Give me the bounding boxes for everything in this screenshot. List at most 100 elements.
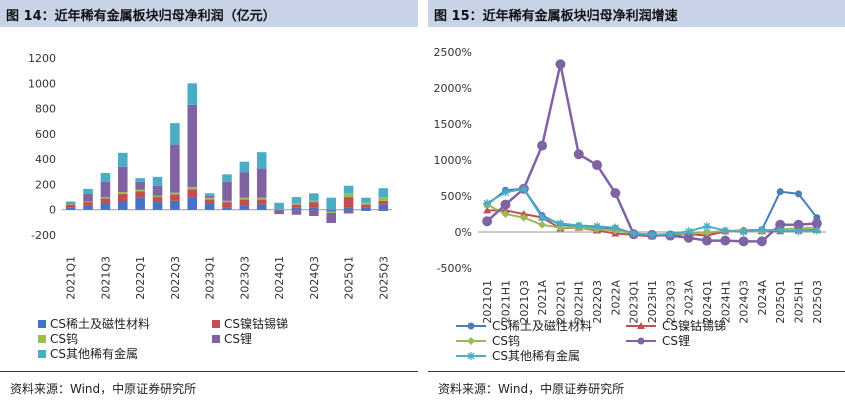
right-series-point — [811, 218, 822, 229]
right-series-point — [573, 149, 584, 160]
right-series-point — [684, 227, 693, 236]
left-bar-segment — [170, 200, 180, 210]
left-bar-segment — [65, 203, 76, 205]
right-series-point — [574, 221, 583, 230]
right-x-tick-label: 2024H1 — [719, 280, 732, 323]
left-bar-segment — [256, 199, 267, 205]
right-series-point — [794, 227, 803, 236]
left-bar-segment — [378, 200, 389, 205]
right-legend-marker — [467, 337, 475, 345]
left-bar-segment — [170, 194, 180, 201]
left-legend-swatch — [38, 335, 46, 343]
left-bar-segment — [326, 211, 336, 213]
left-bar-segment — [291, 204, 302, 208]
left-bar-segment — [378, 197, 389, 201]
right-legend-marker — [637, 337, 645, 345]
right-series-point — [793, 219, 804, 230]
right-series-point — [702, 222, 711, 231]
left-bar-segment — [239, 197, 250, 200]
left-bar-segment — [326, 209, 336, 211]
left-bar-segment — [309, 193, 319, 201]
left-bar-segment — [187, 186, 198, 190]
left-bar-segment — [239, 205, 250, 210]
right-series-point — [592, 160, 603, 171]
right-series-point — [756, 236, 767, 247]
left-bar-segment — [100, 204, 111, 210]
left-bar-segment — [291, 197, 302, 204]
right-title-bar: 图 15：近年稀有金属板块归母净利润增速 — [428, 0, 845, 27]
left-bar-segment — [309, 200, 319, 203]
left-bar-segment — [152, 202, 163, 210]
left-bar-segment — [361, 207, 371, 210]
right-x-tick-label: 2025Q3 — [811, 280, 824, 324]
right-series-point — [593, 222, 602, 231]
left-bar-segment — [291, 209, 302, 215]
right-x-tick-label: 2022Q1 — [554, 280, 567, 324]
left-bar-segment — [343, 185, 354, 194]
left-bar-segment — [204, 195, 215, 198]
left-bar-segment — [256, 152, 267, 169]
right-series-point — [610, 188, 621, 199]
right-x-tick-label: 2024Q1 — [701, 280, 714, 324]
left-chart-title: 图 14：近年稀有金属板块归母净利润（亿元） — [6, 9, 276, 24]
left-bar-segment — [187, 189, 198, 198]
right-legend-marker — [637, 322, 645, 329]
left-bar-segment — [100, 198, 111, 205]
right-y-tick-label: 1500% — [434, 118, 472, 131]
left-bar-segment — [239, 161, 250, 173]
left-x-tick-label: 2023Q3 — [238, 256, 251, 300]
left-bar-segment — [222, 200, 232, 203]
right-source-divider — [428, 371, 845, 372]
right-series-point — [483, 199, 492, 208]
left-bar-segment — [187, 197, 198, 210]
left-y-tick-label: 0 — [49, 204, 56, 217]
left-source-divider — [0, 371, 418, 372]
left-bar-segment — [274, 210, 284, 215]
left-bar-segment — [326, 197, 336, 210]
left-legend-label: CS镍钴锡锑 — [224, 316, 288, 331]
right-series-point — [538, 220, 547, 229]
left-bar-segment — [343, 207, 354, 210]
left-bar-segment — [152, 197, 163, 203]
left-bar-segment — [170, 192, 180, 195]
left-bar-segment — [256, 197, 267, 200]
right-series-point — [556, 219, 565, 228]
left-bar-segment — [83, 202, 93, 206]
left-bar-segment — [187, 104, 198, 187]
left-bar-segment — [274, 202, 284, 210]
right-series-point — [500, 199, 511, 210]
right-series-point — [501, 188, 510, 197]
left-legend-swatch — [38, 320, 46, 328]
right-series-point — [538, 213, 547, 222]
right-series-point — [683, 232, 694, 243]
right-x-tick-label: 2023A — [683, 280, 696, 316]
right-series-point — [537, 140, 548, 151]
right-y-tick-label: 2000% — [434, 82, 472, 95]
left-y-tick-label: 600 — [35, 128, 56, 141]
left-bar-segment — [204, 199, 215, 204]
right-y-tick-label: -500% — [437, 262, 472, 275]
right-series-point — [702, 228, 711, 237]
right-y-tick-label: 500% — [441, 190, 472, 203]
left-bar-segment — [152, 195, 163, 198]
left-bar-segment — [361, 209, 371, 211]
left-bar-segment — [152, 185, 163, 196]
right-legend-label: CS其他稀有金属 — [492, 348, 580, 363]
left-bar-segment — [378, 204, 389, 210]
left-panel: 图 14：近年稀有金属板块归母净利润（亿元） -200 0 200 400 600 800… — [0, 0, 418, 406]
right-legend-label: CS锂 — [662, 333, 690, 348]
left-bar-segment — [118, 152, 128, 167]
right-x-tick-label: 2021H1 — [499, 280, 512, 323]
left-bar-segment — [326, 212, 336, 223]
right-series-point — [757, 225, 766, 234]
left-y-tick-label: 400 — [35, 153, 56, 166]
left-bar-segment — [378, 188, 389, 198]
left-bar-segment — [65, 201, 76, 204]
left-legend-swatch — [212, 335, 220, 343]
left-bar-segment — [291, 207, 302, 210]
right-x-tick-label: 2021Q1 — [481, 280, 494, 324]
right-series-point — [629, 229, 638, 238]
right-series-line — [486, 187, 817, 236]
left-bar-segment — [100, 197, 111, 199]
right-series-point — [482, 216, 493, 227]
